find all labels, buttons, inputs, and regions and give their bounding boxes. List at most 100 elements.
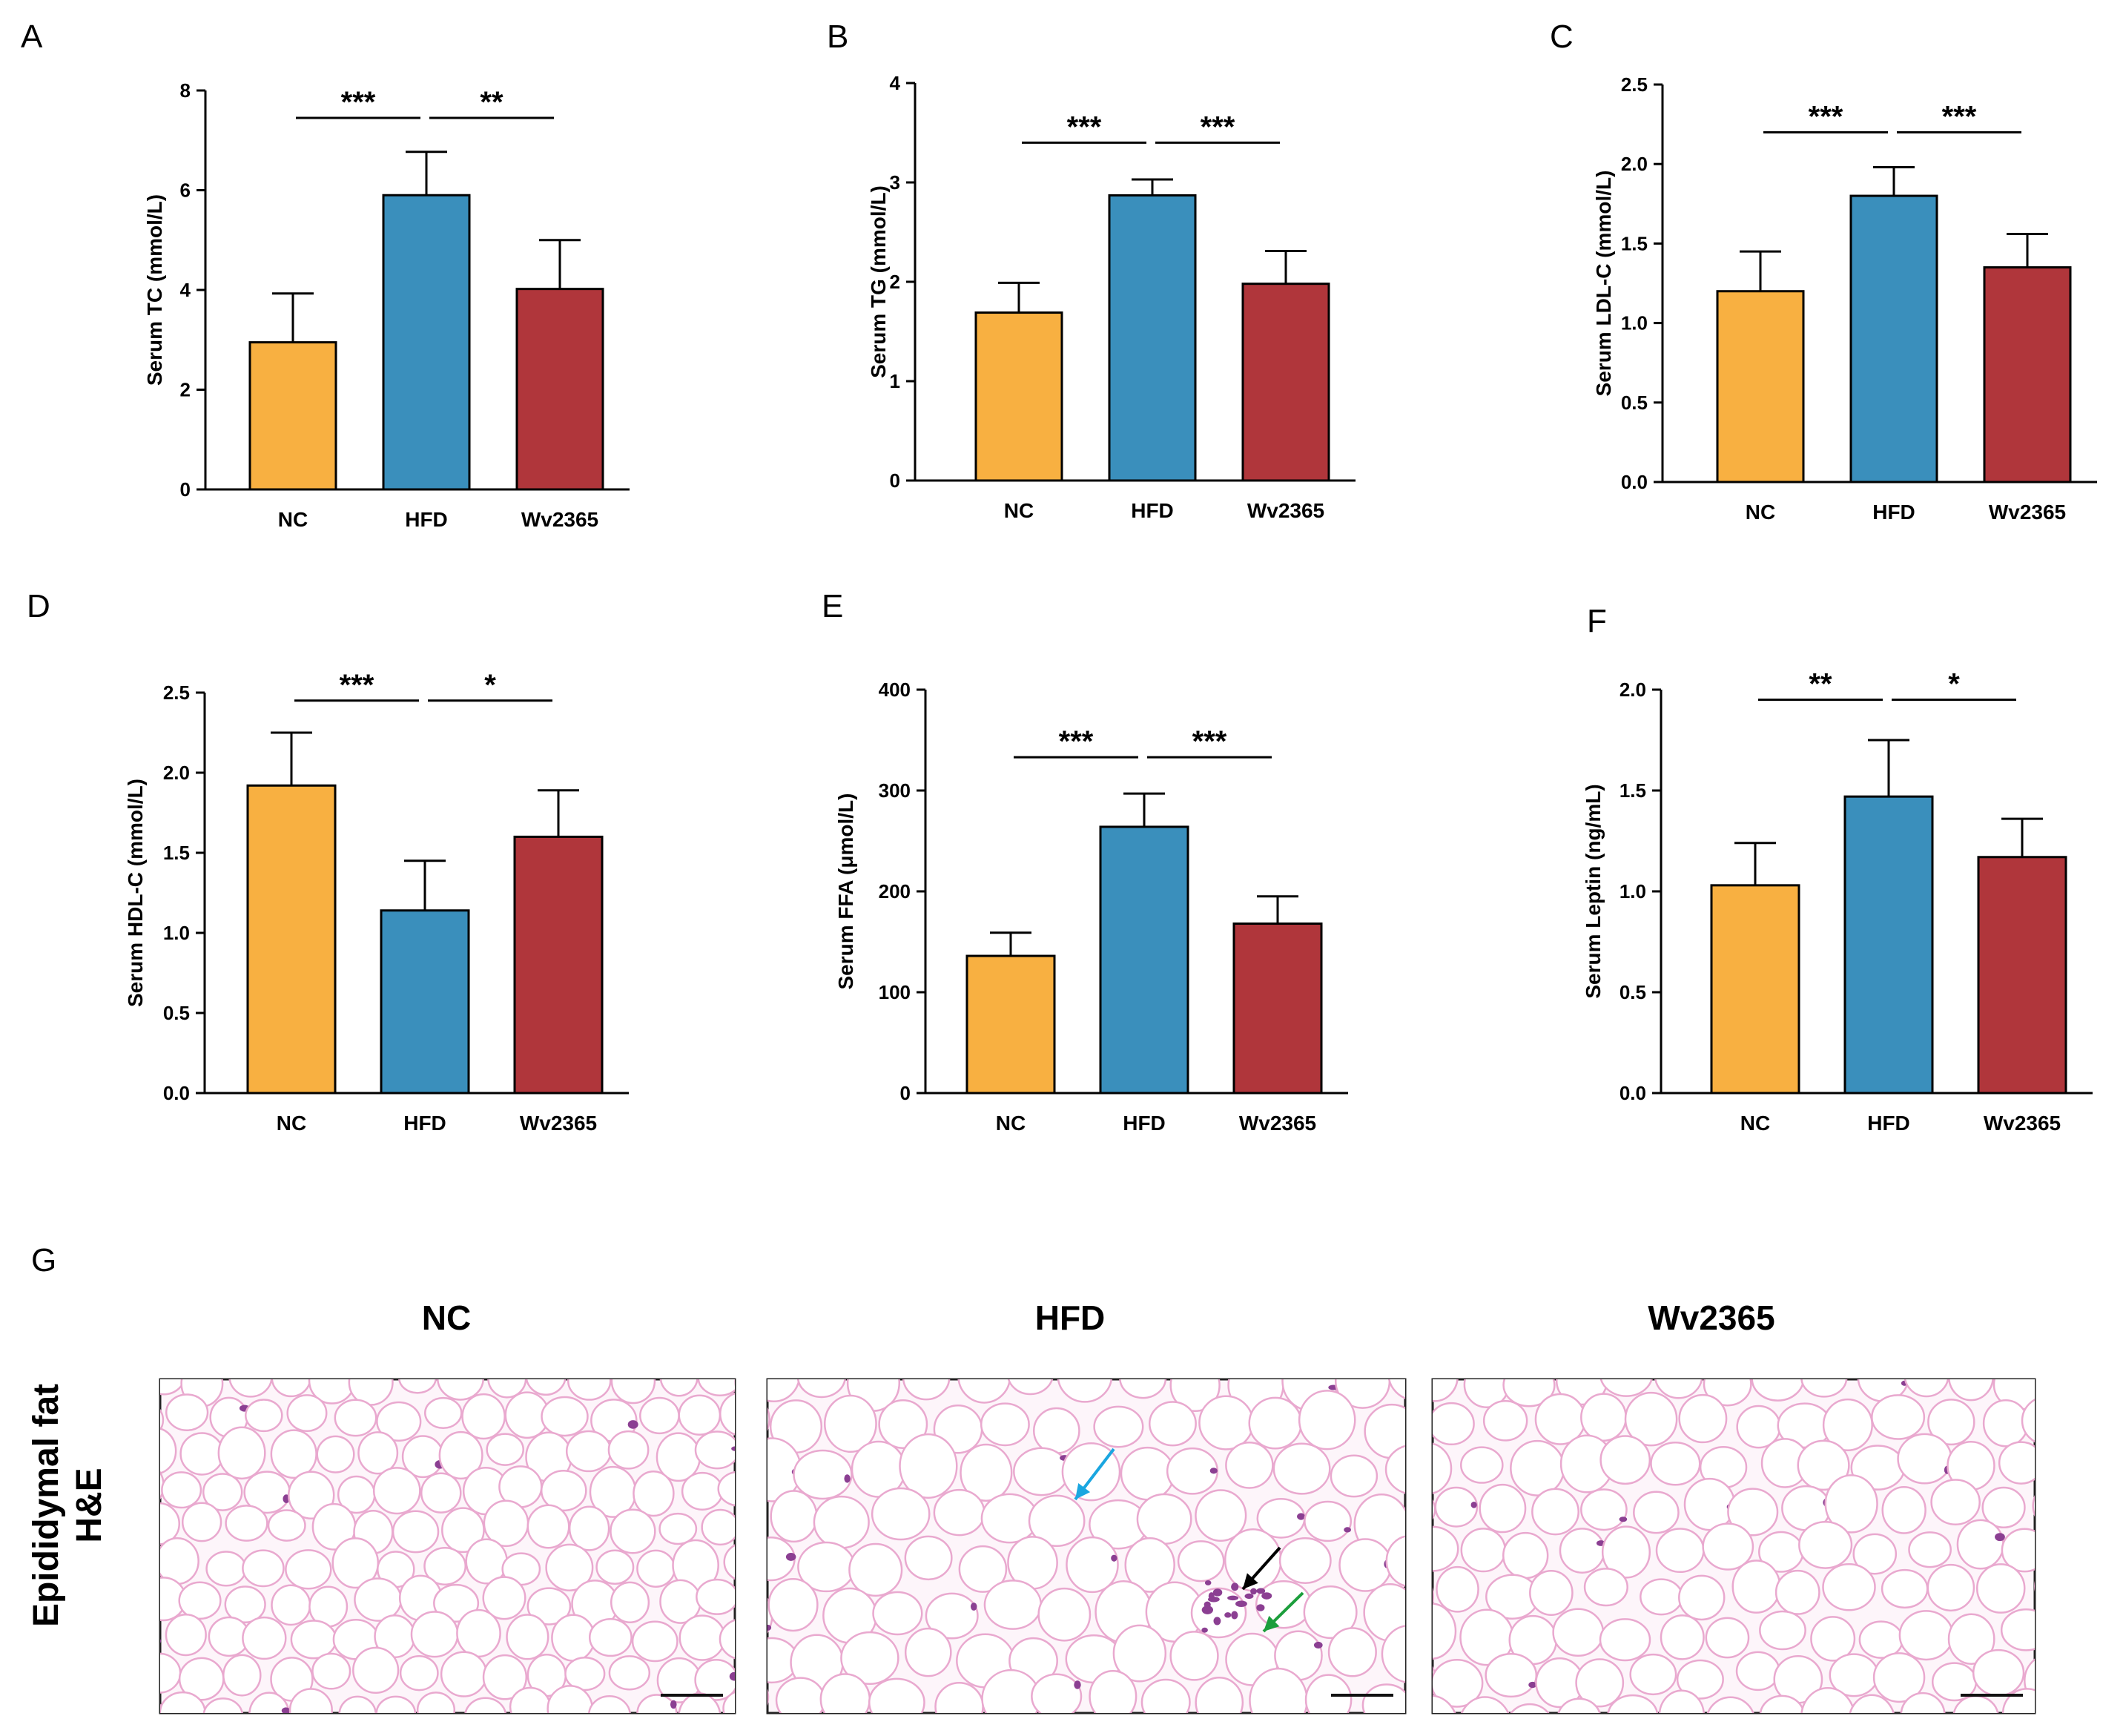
nucleus: [971, 1603, 977, 1611]
adipocyte: [164, 1319, 208, 1356]
significance-label: ***: [341, 86, 376, 119]
significance-label: *: [484, 669, 496, 702]
adipocyte: [1112, 1624, 1167, 1683]
adipocyte: [868, 1677, 925, 1713]
adipocyte: [723, 1544, 735, 1580]
y-tick-label: 1.0: [1621, 312, 1648, 334]
x-category-label: NC: [1746, 501, 1775, 524]
bar-hfd: [1849, 194, 1938, 483]
adipocyte: [178, 1581, 222, 1620]
adipocyte: [2053, 1696, 2099, 1736]
adipocyte: [316, 1435, 355, 1473]
adipocyte: [1384, 1445, 1405, 1494]
adipocyte: [1330, 1454, 1379, 1498]
bar-wv2365: [1241, 283, 1330, 482]
inflammatory-cell: [1201, 1627, 1208, 1633]
adipocyte: [1460, 1696, 1510, 1713]
adipocyte: [1872, 1652, 1926, 1703]
adipocyte: [112, 1540, 156, 1589]
adipocyte: [1660, 1614, 1705, 1660]
nucleus: [1074, 1680, 1081, 1689]
adipocyte: [1881, 1568, 1929, 1609]
adipocyte: [2074, 1306, 2123, 1357]
inflammatory-cell: [1256, 1588, 1266, 1594]
adipocyte: [1190, 1587, 1247, 1639]
adipocyte: [372, 1467, 421, 1515]
bar-nc: [1710, 884, 1800, 1095]
significance-label: ***: [1809, 100, 1843, 133]
adipocyte: [145, 1728, 182, 1736]
adipocyte: [551, 1614, 595, 1662]
adipocyte: [1857, 1379, 1909, 1402]
adipocyte: [899, 1724, 951, 1736]
bar-nc: [974, 311, 1063, 482]
y-tick-label: 2.0: [163, 762, 190, 784]
adipocyte: [416, 1692, 456, 1713]
adipocyte: [1624, 1391, 1678, 1447]
row-label-tissue: Epididymal fat: [27, 1384, 66, 1627]
nucleus: [1111, 1554, 1117, 1562]
adipocyte: [1822, 1562, 1876, 1611]
significance-label: **: [480, 86, 503, 119]
y-tick-label: 8: [180, 79, 191, 102]
x-category-label: Wv2365: [1239, 1112, 1316, 1135]
adipocyte: [402, 1732, 442, 1736]
adipocyte: [461, 1393, 506, 1440]
adipocyte: [963, 1727, 1008, 1736]
adipocyte: [1640, 1578, 1683, 1616]
histology-row-label: Epididymal fat H&E: [27, 1384, 109, 1627]
adipocyte: [1485, 1652, 1538, 1698]
adipocyte: [1277, 1726, 1331, 1736]
bar-wv2365: [513, 835, 604, 1095]
adipocyte: [925, 1592, 979, 1640]
bar-wv2365: [515, 288, 604, 491]
nucleus: [1313, 1641, 1323, 1648]
adipocyte: [1364, 1403, 1405, 1459]
adipocyte: [1650, 1441, 1701, 1486]
adipocyte: [636, 1694, 678, 1713]
adipocyte: [610, 1508, 656, 1554]
x-category-label: HFD: [1867, 1112, 1910, 1135]
adipocyte: [660, 1732, 697, 1736]
adipocyte: [267, 1509, 306, 1542]
adipocyte: [719, 1392, 735, 1436]
adipocyte: [1826, 1319, 1871, 1360]
inflammatory-cell: [1224, 1612, 1232, 1618]
adipocyte: [248, 1320, 289, 1362]
adipocyte: [1575, 1658, 1625, 1708]
adipocyte: [1580, 1488, 1628, 1531]
adipocyte: [222, 1654, 262, 1697]
nucleus: [160, 1639, 162, 1643]
adipocyte: [1982, 1399, 2029, 1448]
y-tick-label: 1.5: [163, 842, 190, 864]
nucleus: [665, 1345, 673, 1351]
adipocyte: [2034, 1580, 2035, 1592]
adipocyte: [1124, 1537, 1175, 1593]
nucleus: [729, 1671, 735, 1681]
bar-nc: [965, 954, 1056, 1095]
adipocyte: [399, 1655, 439, 1692]
adipocyte: [424, 1396, 463, 1429]
adipocyte: [2056, 1357, 2104, 1403]
adipocyte: [840, 1631, 899, 1686]
x-category-label: NC: [277, 1112, 306, 1135]
adipocyte: [288, 1688, 333, 1713]
adipocyte: [588, 1695, 631, 1713]
adipocyte: [1335, 1726, 1385, 1736]
adipocyte: [904, 1535, 953, 1581]
adipocyte: [736, 1724, 787, 1736]
adipocyte: [736, 1729, 781, 1736]
adipocyte: [1148, 1401, 1197, 1447]
adipocyte: [1927, 1399, 1975, 1446]
adipocyte: [683, 1718, 735, 1736]
x-category-label: NC: [1740, 1112, 1770, 1135]
adipocyte: [1898, 1610, 1954, 1661]
adipocyte: [160, 1471, 165, 1500]
adipocyte: [1381, 1625, 1405, 1683]
inflammatory-cell: [1256, 1604, 1265, 1611]
adipocyte: [1529, 1569, 1574, 1617]
adipocyte: [1534, 1322, 1576, 1362]
y-tick-label: 1.0: [163, 922, 190, 944]
adipocyte: [1531, 1488, 1579, 1536]
nucleus: [785, 1553, 796, 1561]
